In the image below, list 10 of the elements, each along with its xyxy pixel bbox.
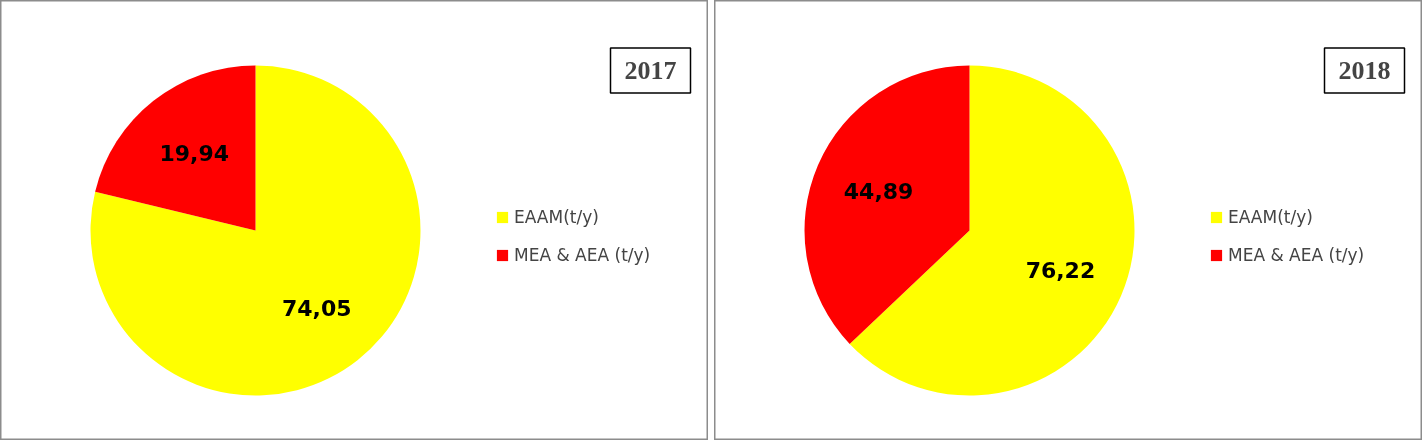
legend-label: MEA & AEA (t/y) <box>1228 245 1365 265</box>
chart-title: 2017 <box>624 56 677 85</box>
legend-label: EAAM(t/y) <box>514 207 599 227</box>
legend-label: MEA & AEA (t/y) <box>514 245 651 265</box>
data-label: 44,89 <box>843 179 914 205</box>
data-label: 76,22 <box>1025 257 1096 283</box>
legend-label: EAAM(t/y) <box>1228 207 1313 227</box>
data-label: 74,05 <box>281 296 352 322</box>
chart-title: 2018 <box>1338 56 1391 85</box>
data-label: 19,94 <box>159 140 230 166</box>
